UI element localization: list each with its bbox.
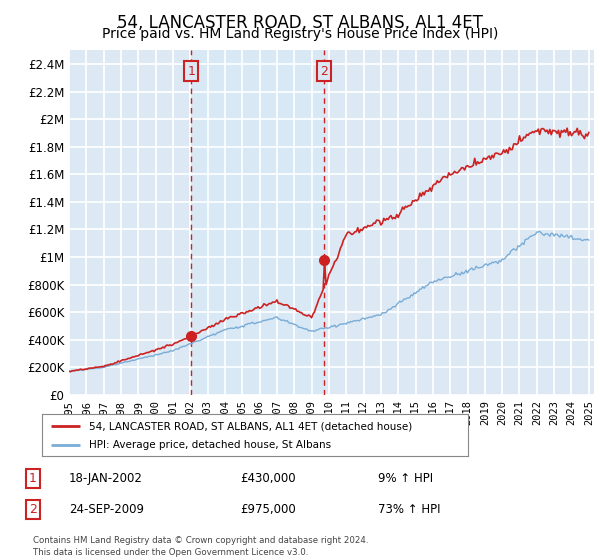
Text: This data is licensed under the Open Government Licence v3.0.: This data is licensed under the Open Gov… xyxy=(33,548,308,557)
Text: 18-JAN-2002: 18-JAN-2002 xyxy=(69,472,143,486)
Text: £975,000: £975,000 xyxy=(240,503,296,516)
Text: 1: 1 xyxy=(187,64,195,78)
Text: 2: 2 xyxy=(320,64,328,78)
Text: 73% ↑ HPI: 73% ↑ HPI xyxy=(378,503,440,516)
Text: £430,000: £430,000 xyxy=(240,472,296,486)
Text: Price paid vs. HM Land Registry's House Price Index (HPI): Price paid vs. HM Land Registry's House … xyxy=(102,27,498,41)
Text: 9% ↑ HPI: 9% ↑ HPI xyxy=(378,472,433,486)
Text: 54, LANCASTER ROAD, ST ALBANS, AL1 4ET (detached house): 54, LANCASTER ROAD, ST ALBANS, AL1 4ET (… xyxy=(89,421,412,431)
Text: Contains HM Land Registry data © Crown copyright and database right 2024.: Contains HM Land Registry data © Crown c… xyxy=(33,536,368,545)
Text: 2: 2 xyxy=(29,503,37,516)
Text: 1: 1 xyxy=(29,472,37,486)
Text: HPI: Average price, detached house, St Albans: HPI: Average price, detached house, St A… xyxy=(89,440,331,450)
Text: 24-SEP-2009: 24-SEP-2009 xyxy=(69,503,144,516)
Text: 54, LANCASTER ROAD, ST ALBANS, AL1 4ET: 54, LANCASTER ROAD, ST ALBANS, AL1 4ET xyxy=(117,14,483,32)
Bar xyxy=(191,50,324,395)
